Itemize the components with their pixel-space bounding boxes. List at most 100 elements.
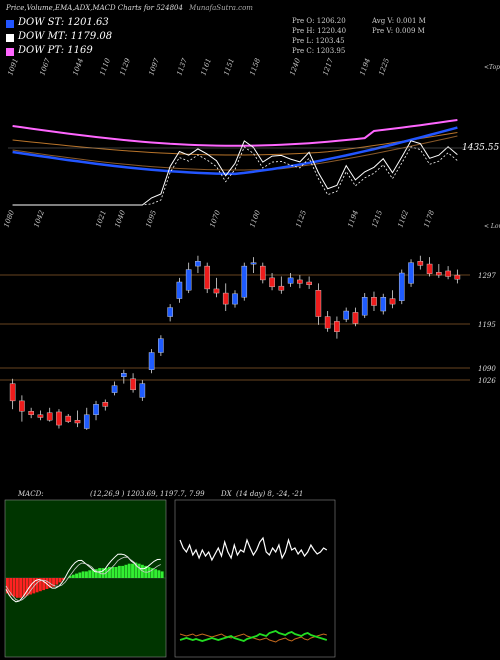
legend-st: DOW ST: 1201.63 bbox=[6, 17, 206, 31]
macd-hist-bar bbox=[108, 567, 111, 578]
macd-hist-bar bbox=[111, 567, 115, 578]
macd-hist-bar bbox=[19, 578, 23, 598]
candle-body bbox=[176, 281, 183, 299]
legend-swatch-st bbox=[6, 20, 14, 28]
macd-hist-bar bbox=[61, 578, 65, 581]
adx-values: (14 day) 8, -24, -21 bbox=[236, 490, 304, 498]
legend-mt: DOW MT: 1179.08 bbox=[6, 31, 206, 45]
legend-swatch-mt bbox=[6, 34, 14, 42]
candle-body bbox=[65, 415, 72, 422]
macd-hist-bar bbox=[32, 578, 36, 594]
macd-hist-bar bbox=[12, 578, 16, 597]
pre-close: Pre C: 1203.95 bbox=[292, 47, 346, 55]
chart-header: Price,Volume,EMA,ADX,MACD Charts for 524… bbox=[6, 4, 253, 12]
macd-hist-bar bbox=[150, 568, 154, 578]
macd-hist-bar bbox=[22, 578, 26, 597]
top-tick-label: 1240 bbox=[288, 57, 302, 77]
candle-body bbox=[287, 277, 294, 284]
price-tick-label: 1080 bbox=[2, 209, 16, 229]
candle-body bbox=[158, 338, 164, 353]
macd-hist-bar bbox=[9, 578, 13, 596]
candle-body bbox=[334, 321, 340, 332]
adx-minus-line bbox=[179, 633, 327, 643]
candle-body bbox=[195, 261, 201, 267]
price-tick-label: 1040 bbox=[113, 209, 127, 229]
macd-hist-bar bbox=[157, 570, 161, 578]
macd-hist-bar bbox=[121, 565, 125, 578]
candle-body bbox=[417, 261, 424, 266]
candle-body bbox=[445, 270, 451, 277]
macd-hist-bar bbox=[94, 569, 98, 578]
candle-body bbox=[93, 404, 99, 415]
candle-body bbox=[28, 411, 34, 415]
top-tick-label: 1110 bbox=[98, 57, 112, 77]
top-tick-label: 1091 bbox=[6, 57, 20, 76]
candle-body bbox=[250, 262, 257, 265]
macd-hist-bar bbox=[58, 578, 62, 583]
candle-body bbox=[408, 262, 414, 284]
price-tick-label: 1042 bbox=[32, 209, 46, 229]
price-tick-label: 1070 bbox=[208, 209, 222, 229]
candle-body bbox=[222, 292, 229, 305]
candle-body bbox=[56, 411, 62, 426]
candle-body bbox=[269, 277, 275, 288]
macd-signal-line bbox=[5, 556, 161, 602]
top-tick-label: 1151 bbox=[222, 57, 236, 76]
macd-hist-bar bbox=[85, 571, 88, 578]
adx-panel-bg bbox=[174, 499, 336, 658]
top-value-label: 1435.55 bbox=[462, 143, 499, 153]
top-tick-label: 1225 bbox=[377, 57, 391, 77]
ema-mid-line bbox=[12, 135, 458, 171]
top-tick-label: 1097 bbox=[147, 57, 161, 77]
candle-body bbox=[278, 285, 285, 291]
legend-swatch-pt bbox=[6, 48, 14, 56]
candle-body bbox=[102, 402, 109, 407]
candle-body bbox=[185, 269, 192, 291]
macd-hist-bar bbox=[154, 569, 158, 578]
candle-body bbox=[343, 310, 349, 320]
adx-plus-line bbox=[179, 630, 328, 642]
macd-hist-bar bbox=[147, 567, 151, 578]
macd-hist-bar bbox=[101, 568, 105, 578]
candle-body bbox=[398, 272, 405, 301]
macd-hist-bar bbox=[71, 574, 75, 578]
candle-body bbox=[83, 414, 90, 429]
top-tick-label: 1217 bbox=[321, 57, 335, 77]
candle-body bbox=[389, 298, 396, 305]
macd-hist-bar bbox=[55, 578, 59, 585]
top-tick-label: 1194 bbox=[358, 57, 372, 76]
pre-high: Pre H: 1220.40 bbox=[292, 27, 347, 35]
top-tick-label: 1137 bbox=[175, 57, 189, 77]
ema-pt-line bbox=[12, 119, 458, 147]
macd-hist-bar bbox=[124, 564, 128, 578]
adx-label: DX bbox=[221, 490, 232, 498]
macd-hist-bar bbox=[35, 578, 39, 593]
macd-label: MACD: bbox=[18, 490, 44, 498]
avg-volume: Avg V: 0.001 M bbox=[372, 17, 426, 25]
candle-body bbox=[297, 279, 303, 284]
candle-body bbox=[361, 297, 368, 316]
macd-hist-bar bbox=[160, 571, 164, 578]
ema-st-line bbox=[12, 126, 458, 176]
macd-hist-bar bbox=[137, 563, 141, 578]
price-level-label: 1195 bbox=[478, 321, 496, 329]
top-tick-label: 1044 bbox=[71, 57, 85, 76]
price-level-label: 1090 bbox=[478, 365, 496, 373]
price-tick-label: 1215 bbox=[370, 209, 384, 229]
macd-hist-bar bbox=[48, 578, 52, 588]
price-tick-label: 1095 bbox=[144, 209, 158, 229]
macd-hist-bar bbox=[68, 575, 72, 578]
macd-hist-bar bbox=[81, 571, 85, 578]
candle-body bbox=[232, 293, 238, 305]
ema-long-line bbox=[12, 132, 458, 156]
candle-body bbox=[9, 383, 16, 402]
candle-body bbox=[426, 263, 433, 274]
macd-hist-bar bbox=[88, 570, 92, 578]
macd-hist-bar bbox=[42, 578, 46, 591]
candle-body bbox=[306, 281, 312, 285]
pre-volume: Pre V: 0.009 M bbox=[372, 27, 425, 35]
candle-body bbox=[436, 272, 442, 276]
macd-hist-bar bbox=[6, 578, 9, 594]
